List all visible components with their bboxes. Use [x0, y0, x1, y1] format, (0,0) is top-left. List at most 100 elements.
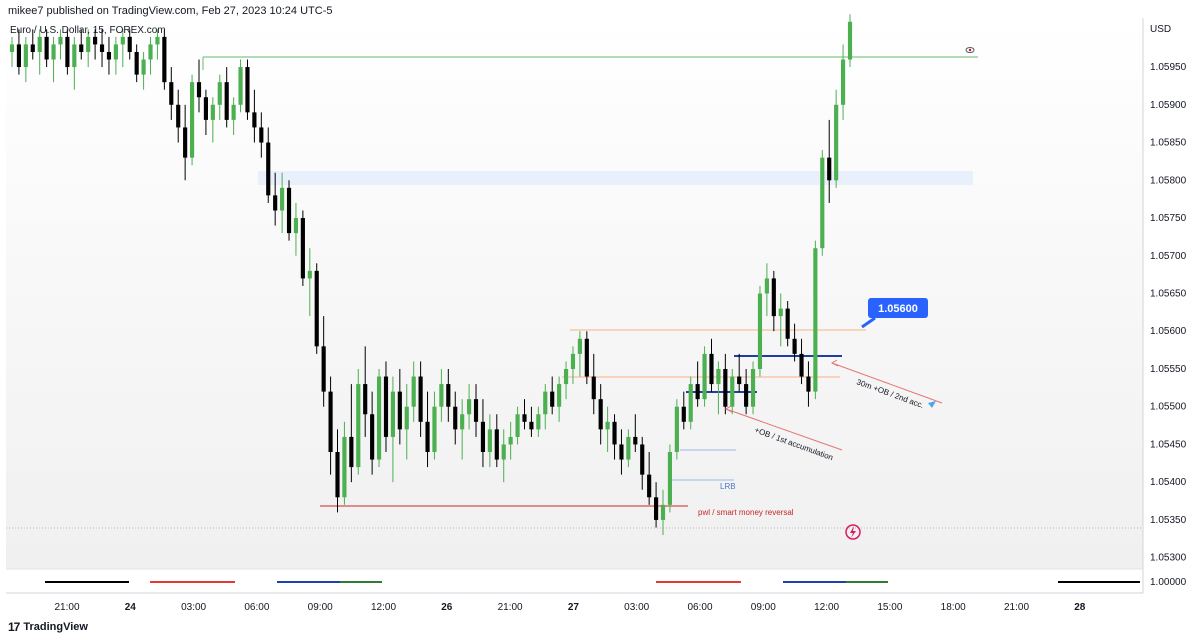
- candle: [480, 399, 486, 468]
- candle-body: [196, 82, 202, 98]
- candle: [543, 384, 548, 430]
- candle: [557, 376, 562, 422]
- candle: [307, 248, 312, 317]
- candle-body: [37, 36, 42, 52]
- candle: [397, 368, 402, 445]
- candle: [667, 444, 673, 513]
- candle: [356, 368, 361, 475]
- candle-body: [99, 44, 105, 52]
- lightning-icon[interactable]: [845, 524, 861, 540]
- secondary-axis-tick: 1.00000: [1150, 577, 1187, 588]
- candle-body: [231, 104, 236, 120]
- candle: [162, 29, 167, 90]
- candle: [370, 391, 375, 475]
- time-tick-label: 06:00: [687, 602, 712, 613]
- candle-body: [764, 278, 769, 294]
- candle-body: [23, 44, 28, 68]
- candle: [730, 368, 735, 415]
- candle-body: [723, 368, 728, 407]
- candle: [626, 429, 631, 468]
- candle-body: [79, 44, 84, 52]
- candle: [30, 29, 35, 60]
- candle-body: [543, 391, 548, 415]
- time-tick-label: 24: [125, 602, 137, 613]
- time-tick-label: 06:00: [244, 602, 269, 613]
- price-axis[interactable]: 1.05950 1.05900 1.05850 1.05800 1.05750 1.057…: [1150, 62, 1187, 564]
- time-tick-label: 15:00: [877, 602, 902, 613]
- price-tick-label: 1.05750: [1150, 213, 1187, 224]
- candle-body: [342, 436, 347, 498]
- time-tick-label: 26: [441, 602, 453, 613]
- candle-body: [626, 436, 631, 460]
- candle-body: [72, 44, 77, 68]
- candle: [432, 391, 437, 460]
- candle: [37, 29, 42, 75]
- candle-body: [605, 421, 610, 430]
- candle-body: [259, 127, 264, 143]
- candle: [785, 301, 790, 347]
- price-callout[interactable]: 1.05600: [861, 298, 928, 329]
- candle-body: [820, 157, 825, 249]
- candle-body: [550, 391, 555, 407]
- candle-body: [370, 414, 375, 460]
- candle: [127, 29, 132, 60]
- candle: [252, 89, 257, 143]
- candle-body: [217, 82, 222, 105]
- price-tick-label: 1.05700: [1150, 251, 1187, 262]
- candle: [619, 429, 624, 475]
- candle-body: [591, 376, 596, 400]
- candle: [799, 338, 804, 385]
- time-tick-label: 21:00: [498, 602, 523, 613]
- candle: [446, 368, 451, 422]
- candle-body: [480, 421, 486, 453]
- candle-body: [335, 452, 340, 498]
- candle-body: [460, 414, 465, 430]
- candle: [203, 89, 208, 135]
- candle-body: [93, 36, 98, 45]
- candle: [487, 414, 492, 468]
- candle-body: [183, 127, 188, 158]
- candle: [723, 353, 728, 415]
- candle: [598, 384, 603, 445]
- candle-body: [584, 338, 589, 377]
- time-tick-label: 09:00: [308, 602, 333, 613]
- price-tick-label: 1.05500: [1150, 402, 1187, 413]
- time-tick-label: 21:00: [54, 602, 79, 613]
- candle: [744, 368, 749, 415]
- candle-body: [9, 44, 15, 52]
- ob2-arrowhead: [830, 359, 839, 367]
- candle-body: [376, 376, 382, 460]
- candle: [176, 89, 181, 143]
- candle-body: [411, 376, 416, 407]
- tradingview-logo-icon: 17: [8, 620, 20, 634]
- candle-body: [203, 97, 208, 120]
- candle-body: [757, 293, 763, 369]
- candle: [16, 29, 22, 75]
- candle: [695, 361, 700, 407]
- candle-body: [681, 406, 686, 422]
- price-tick-label: 1.05900: [1150, 100, 1187, 111]
- candle-body: [744, 384, 749, 407]
- eye-icon[interactable]: [965, 47, 975, 53]
- candle-body: [515, 414, 520, 437]
- candle: [280, 172, 285, 234]
- candle-body: [425, 421, 430, 453]
- candle-body: [750, 368, 756, 407]
- publish-info: mikee7 published on TradingView.com, Feb…: [8, 5, 333, 17]
- candle-body: [508, 436, 513, 445]
- candle: [23, 36, 28, 83]
- time-tick-label: 28: [1074, 602, 1086, 613]
- candle: [321, 316, 326, 407]
- time-tick-label: 21:00: [1004, 602, 1029, 613]
- lrb-label: LRB: [720, 482, 736, 491]
- candle-body: [737, 376, 742, 385]
- time-axis[interactable]: 21:00 24 03:00 06:00 09:00 12:00 26 21:00 27 03:0…: [54, 602, 1085, 613]
- price-tick-label: 1.05650: [1150, 289, 1187, 300]
- candle-body: [695, 384, 700, 400]
- candle: [820, 150, 825, 256]
- candle: [259, 112, 264, 158]
- supply-zone: [258, 171, 973, 185]
- candle: [106, 36, 112, 75]
- candle: [563, 361, 569, 400]
